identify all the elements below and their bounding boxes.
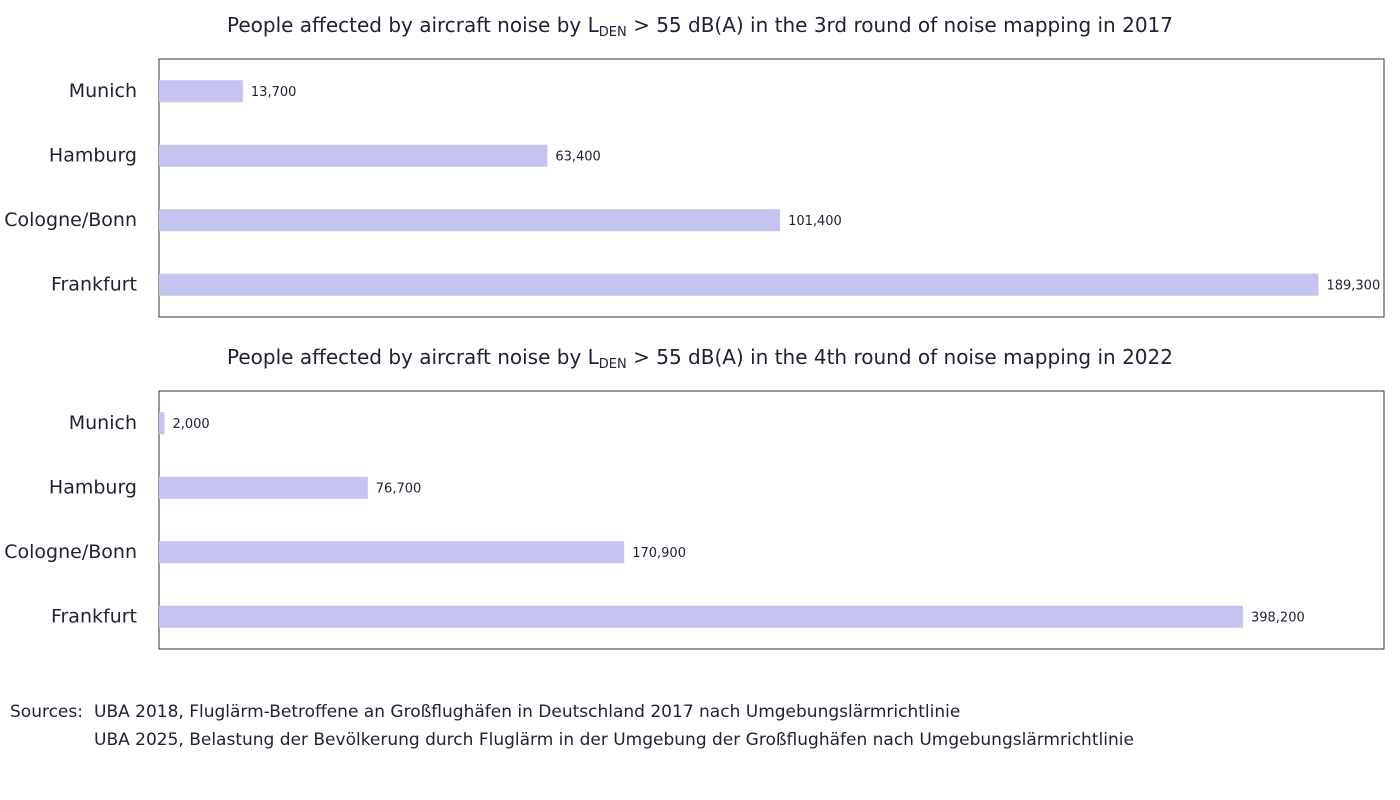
title-text: People affected by aircraft noise by L xyxy=(227,345,600,369)
bar xyxy=(159,273,1319,296)
bar xyxy=(159,605,1243,628)
bar xyxy=(159,144,548,167)
value-label: 76,700 xyxy=(376,481,422,496)
value-label: 13,700 xyxy=(251,85,297,100)
source-line: UBA 2018, Fluglärm-Betroffene an Großflu… xyxy=(94,702,960,722)
plot-frame xyxy=(158,58,1385,318)
bar xyxy=(159,412,165,435)
bar xyxy=(159,476,368,499)
sources-label: Sources: xyxy=(10,702,83,722)
bar xyxy=(159,80,243,103)
value-label: 2,000 xyxy=(172,417,209,432)
value-label: 170,900 xyxy=(632,546,686,561)
category-label: Frankfurt xyxy=(51,273,137,295)
source-line: UBA 2025, Belastung der Bevölkerung durc… xyxy=(94,730,1134,750)
category-label: Munich xyxy=(69,412,137,434)
title-text: > 55 dB(A) in the 3rd round of noise map… xyxy=(627,13,1173,37)
title-text: People affected by aircraft noise by L xyxy=(227,13,600,37)
title-subscript: DEN xyxy=(599,357,627,372)
value-label: 63,400 xyxy=(555,149,601,164)
bar xyxy=(159,209,781,232)
category-label: Cologne/Bonn xyxy=(4,541,137,563)
value-label: 101,400 xyxy=(788,214,842,229)
category-label: Hamburg xyxy=(49,476,137,498)
title-text: > 55 dB(A) in the 4th round of noise map… xyxy=(627,345,1173,369)
bar xyxy=(159,541,625,564)
value-label: 398,200 xyxy=(1251,610,1305,625)
category-label: Cologne/Bonn xyxy=(4,209,137,231)
value-label: 189,300 xyxy=(1326,278,1380,293)
plot-frame xyxy=(158,390,1385,650)
category-label: Munich xyxy=(69,80,137,102)
category-label: Hamburg xyxy=(49,144,137,166)
chart-title: People affected by aircraft noise by LDE… xyxy=(227,345,1173,372)
chart-title: People affected by aircraft noise by LDE… xyxy=(227,13,1173,40)
title-subscript: DEN xyxy=(599,25,627,40)
category-label: Frankfurt xyxy=(51,605,137,627)
